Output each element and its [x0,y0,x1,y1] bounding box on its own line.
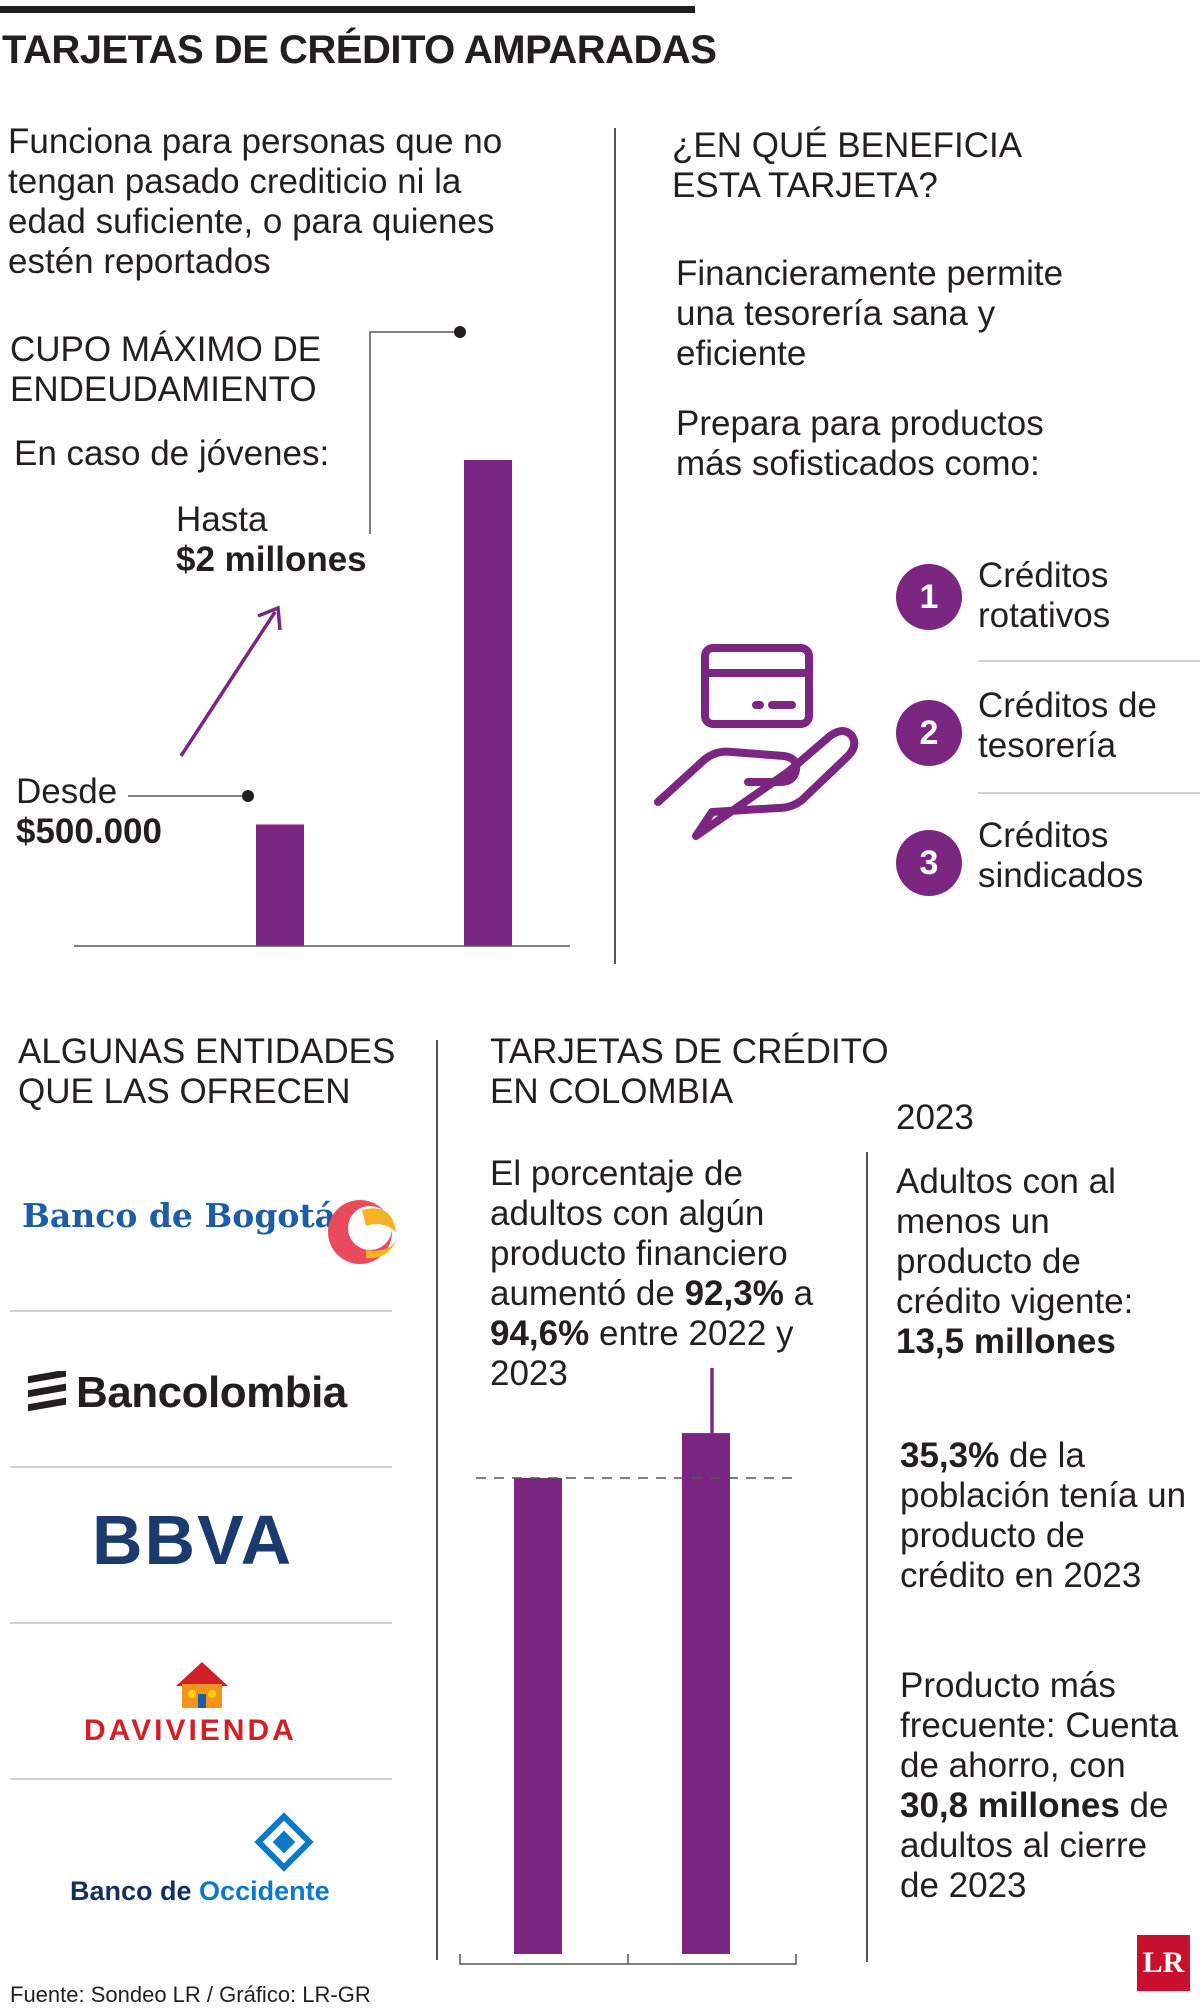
stat-2-text: de la población tenía un producto de cré… [900,1436,1187,1595]
stat-2: 35,3% de la población tenía un producto … [900,1436,1190,1596]
stats-year: 2023 [896,1098,974,1137]
bank-bogota-logo [328,1200,398,1264]
colombia-text-pre: El porcentaje de adultos con algún produ… [490,1154,788,1313]
cupo-subheading: En caso de jóvenes: [14,434,330,473]
divider-bottom-right [866,1152,868,1962]
benefit-divider-1 [978,660,1200,662]
stat-3: Producto más frecuente: Cuenta de ahorro… [900,1666,1190,1906]
colombia-bar-2 [682,1433,730,1954]
axis-bracket-1 [459,1954,629,1965]
page-title: TARJETAS DE CRÉDITO AMPARADAS [2,28,717,72]
stat-1-value: 13,5 millones [896,1322,1116,1361]
source-note: Fuente: Sondeo LR / Gráfico: LR-GR [10,1982,371,2007]
bank-occidente-name-a: Banco de [70,1876,192,1906]
occidente-logo-mark [254,1812,314,1872]
top-rule [0,6,695,13]
bank-occidente-name-b: Occidente [199,1876,330,1906]
benefit-item-2: Créditos de tesorería [978,686,1157,765]
bank-bancolombia: Bancolombia [24,1368,347,1418]
arrow-down-icon [694,1368,730,1467]
from-value: $500.000 [16,812,162,851]
entities-heading: ALGUNAS ENTIDADES QUE LAS OFRECEN [18,1032,396,1111]
stat-3-post: de adultos al cierre de 2023 [900,1786,1169,1905]
to-value: $2 millones [176,540,367,579]
stat-2-value: 35,3% [900,1436,1000,1475]
from-label: Desde [16,772,118,811]
axis-bracket-2 [628,1954,797,1965]
benefits-heading: ¿EN QUÉ BENEFICIA ESTA TARJETA? [672,126,1021,205]
divider-bottom-left [436,1040,438,1960]
colombia-bar-1 [514,1478,562,1954]
cupo-bar-1 [256,824,304,946]
benefit-item-1: Créditos rotativos [978,556,1111,635]
bank-divider-2 [10,1466,392,1468]
bank-bogota-name: Banco de Bogotá [22,1196,337,1235]
benefit-divider-2 [978,792,1200,794]
arrow-up-icon [179,605,282,757]
bank-bbva: BBVA [92,1501,294,1579]
colombia-heading: TARJETAS DE CRÉDITO EN COLOMBIA [490,1032,889,1111]
bank-bogota: Banco de Bogotá [22,1196,336,1235]
stat-1-text: Adultos con al menos un producto de créd… [896,1162,1134,1321]
hand-card-icon [654,644,859,840]
to-connector [369,331,460,534]
bank-divider-4 [10,1778,392,1780]
bank-bancolombia-name: Bancolombia [76,1368,347,1417]
benefit-item-3: Créditos sindicados [978,816,1144,895]
cupo-bar-2 [464,460,512,946]
from-dot [242,790,254,802]
cupo-chart [74,326,570,947]
lr-logo: LR [1137,1935,1190,1991]
colombia-value-2022: 92,3% [684,1274,784,1313]
benefits-text2: Prepara para productos más sofisticados … [676,404,1044,483]
stat-3-value: 30,8 millones [900,1786,1120,1825]
divider-top [614,128,616,964]
colombia-value-2023: 94,6% [490,1314,590,1353]
bank-davivienda: DAVIVIENDA [84,1714,297,1747]
benefits-text1: Financieramente permite una tesorería sa… [676,254,1064,373]
intro-text: Funciona para personas que no tengan pas… [8,122,503,281]
colombia-chart [459,1368,800,1965]
to-label: Hasta [176,500,268,539]
colombia-text: El porcentaje de adultos con algún produ… [490,1154,830,1394]
bank-divider-1 [10,1310,392,1312]
colombia-text-post: entre 2022 y 2023 [490,1314,794,1393]
bancolombia-logo-mark [28,1371,66,1412]
benefit-number-3: 3 [896,830,962,896]
bank-divider-3 [10,1622,392,1624]
benefit-number-2: 2 [896,700,962,766]
stat-3-pre: Producto más frecuente: Cuenta de ahorro… [900,1666,1179,1785]
benefit-number-1: 1 [896,564,962,630]
cupo-heading: CUPO MÁXIMO DE ENDEUDAMIENTO [10,330,322,409]
to-dot [454,326,466,338]
colombia-text-mid: a [783,1274,814,1313]
bank-occidente: Banco de Occidente [70,1876,330,1907]
stat-1: Adultos con al menos un producto de créd… [896,1162,1186,1362]
davivienda-house-icon [176,1662,228,1708]
